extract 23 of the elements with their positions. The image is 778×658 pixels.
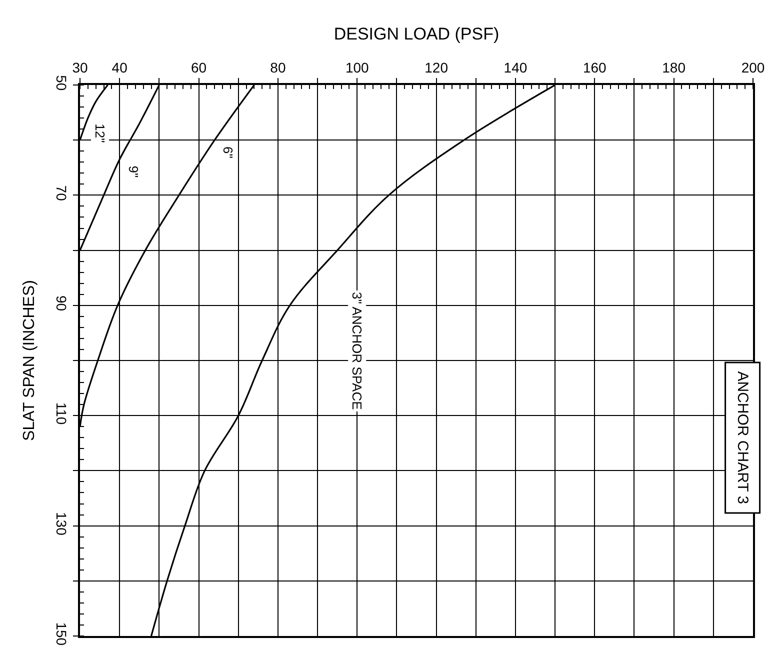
y-axis-title: SLAT SPAN (INCHES): [20, 280, 38, 441]
x-tick-label: 160: [582, 60, 607, 76]
x-axis-title: DESIGN LOAD (PSF): [334, 24, 500, 44]
x-tick-label: 80: [270, 60, 286, 76]
x-tick-label: 30: [72, 60, 88, 76]
y-tick-label: 70: [53, 185, 70, 202]
x-tick-label: 40: [112, 60, 128, 76]
annotation: ANCHOR CHART 3: [734, 371, 752, 504]
y-tick-label: 110: [53, 402, 70, 425]
x-tick-label: 120: [424, 60, 448, 76]
x-tick-label: 200: [741, 60, 765, 76]
y-tick-label: 50: [53, 75, 70, 91]
x-tick-label: 100: [345, 60, 370, 76]
text: 12": [92, 124, 108, 144]
text: 3" ANCHOR SPACE: [350, 292, 365, 410]
text: 6": [220, 146, 236, 159]
y-tick-label: 90: [53, 296, 70, 312]
text: 9": [126, 166, 141, 178]
x-tick-label: 140: [504, 60, 528, 76]
x-tick-label: 180: [662, 60, 686, 76]
y-tick-label: 130: [53, 512, 70, 536]
y-tick-label: 150: [53, 622, 70, 646]
x-tick-label: 60: [190, 60, 207, 76]
